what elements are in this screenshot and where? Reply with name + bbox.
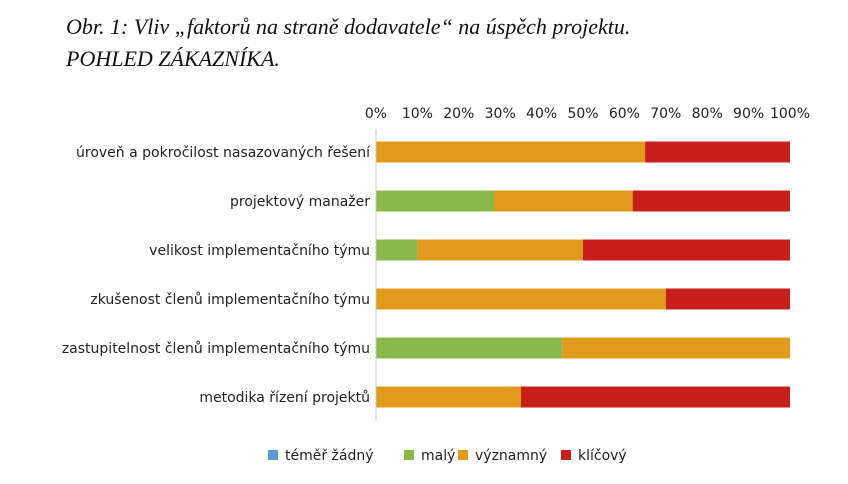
x-tick-label: 90% bbox=[733, 106, 764, 122]
category-label: metodika řízení projektů bbox=[199, 390, 370, 406]
category-label: zastupitelnost členů implementačního tým… bbox=[62, 341, 370, 357]
x-tick-label: 10% bbox=[402, 106, 433, 122]
legend-label: téměř žádný bbox=[285, 448, 374, 464]
bar-segment bbox=[665, 288, 790, 310]
x-tick-label: 60% bbox=[609, 106, 640, 122]
legend: téměř žádný malý významný klíčový bbox=[268, 448, 627, 464]
x-tick-label: 100% bbox=[770, 106, 810, 122]
x-tick-label: 70% bbox=[650, 106, 681, 122]
x-tick-label: 40% bbox=[526, 106, 557, 122]
bar-segment bbox=[520, 386, 790, 408]
bar-segment bbox=[376, 386, 521, 408]
x-tick-label: 80% bbox=[692, 106, 723, 122]
legend-swatch bbox=[404, 450, 414, 460]
x-tick-label: 0% bbox=[365, 106, 387, 122]
x-tick-label: 20% bbox=[443, 106, 474, 122]
bar-segment bbox=[583, 239, 790, 261]
bar-segment bbox=[376, 190, 494, 212]
legend-label: významný bbox=[475, 448, 547, 464]
legend-swatch bbox=[268, 450, 278, 460]
chart-title-line-2: POHLED ZÁKAZNÍKA. bbox=[66, 46, 280, 71]
category-label: úroveň a pokročilost nasazovaných řešení bbox=[76, 145, 371, 161]
bar-segment bbox=[417, 239, 583, 261]
x-tick-label: 50% bbox=[567, 106, 598, 122]
legend-swatch bbox=[458, 450, 468, 460]
category-label: projektový manažer bbox=[230, 194, 370, 210]
category-label: velikost implementačního týmu bbox=[149, 243, 370, 259]
bar-segment bbox=[645, 141, 790, 163]
bar-segment bbox=[376, 239, 418, 261]
x-tick-label: 30% bbox=[485, 106, 516, 122]
category-label: zkušenost členů implementačního týmu bbox=[90, 292, 370, 308]
legend-label: malý bbox=[421, 448, 455, 464]
bar-segment bbox=[376, 288, 666, 310]
x-axis-ticks: 0% 10% 20% 30% 40% 50% 60% 70% 80% 90% 100% bbox=[365, 106, 810, 122]
category-labels: úroveň a pokročilost nasazovaných řešení… bbox=[62, 145, 371, 406]
bar-segment bbox=[493, 190, 633, 212]
chart-title-line-1: Obr. 1: Vliv „faktorů na straně dodavate… bbox=[66, 14, 631, 39]
bar-segment bbox=[376, 337, 563, 359]
bar-segment bbox=[562, 337, 790, 359]
bar-segment bbox=[632, 190, 790, 212]
bars bbox=[376, 141, 790, 408]
legend-swatch bbox=[561, 450, 571, 460]
legend-label: klíčový bbox=[578, 448, 627, 464]
bar-segment bbox=[376, 141, 646, 163]
